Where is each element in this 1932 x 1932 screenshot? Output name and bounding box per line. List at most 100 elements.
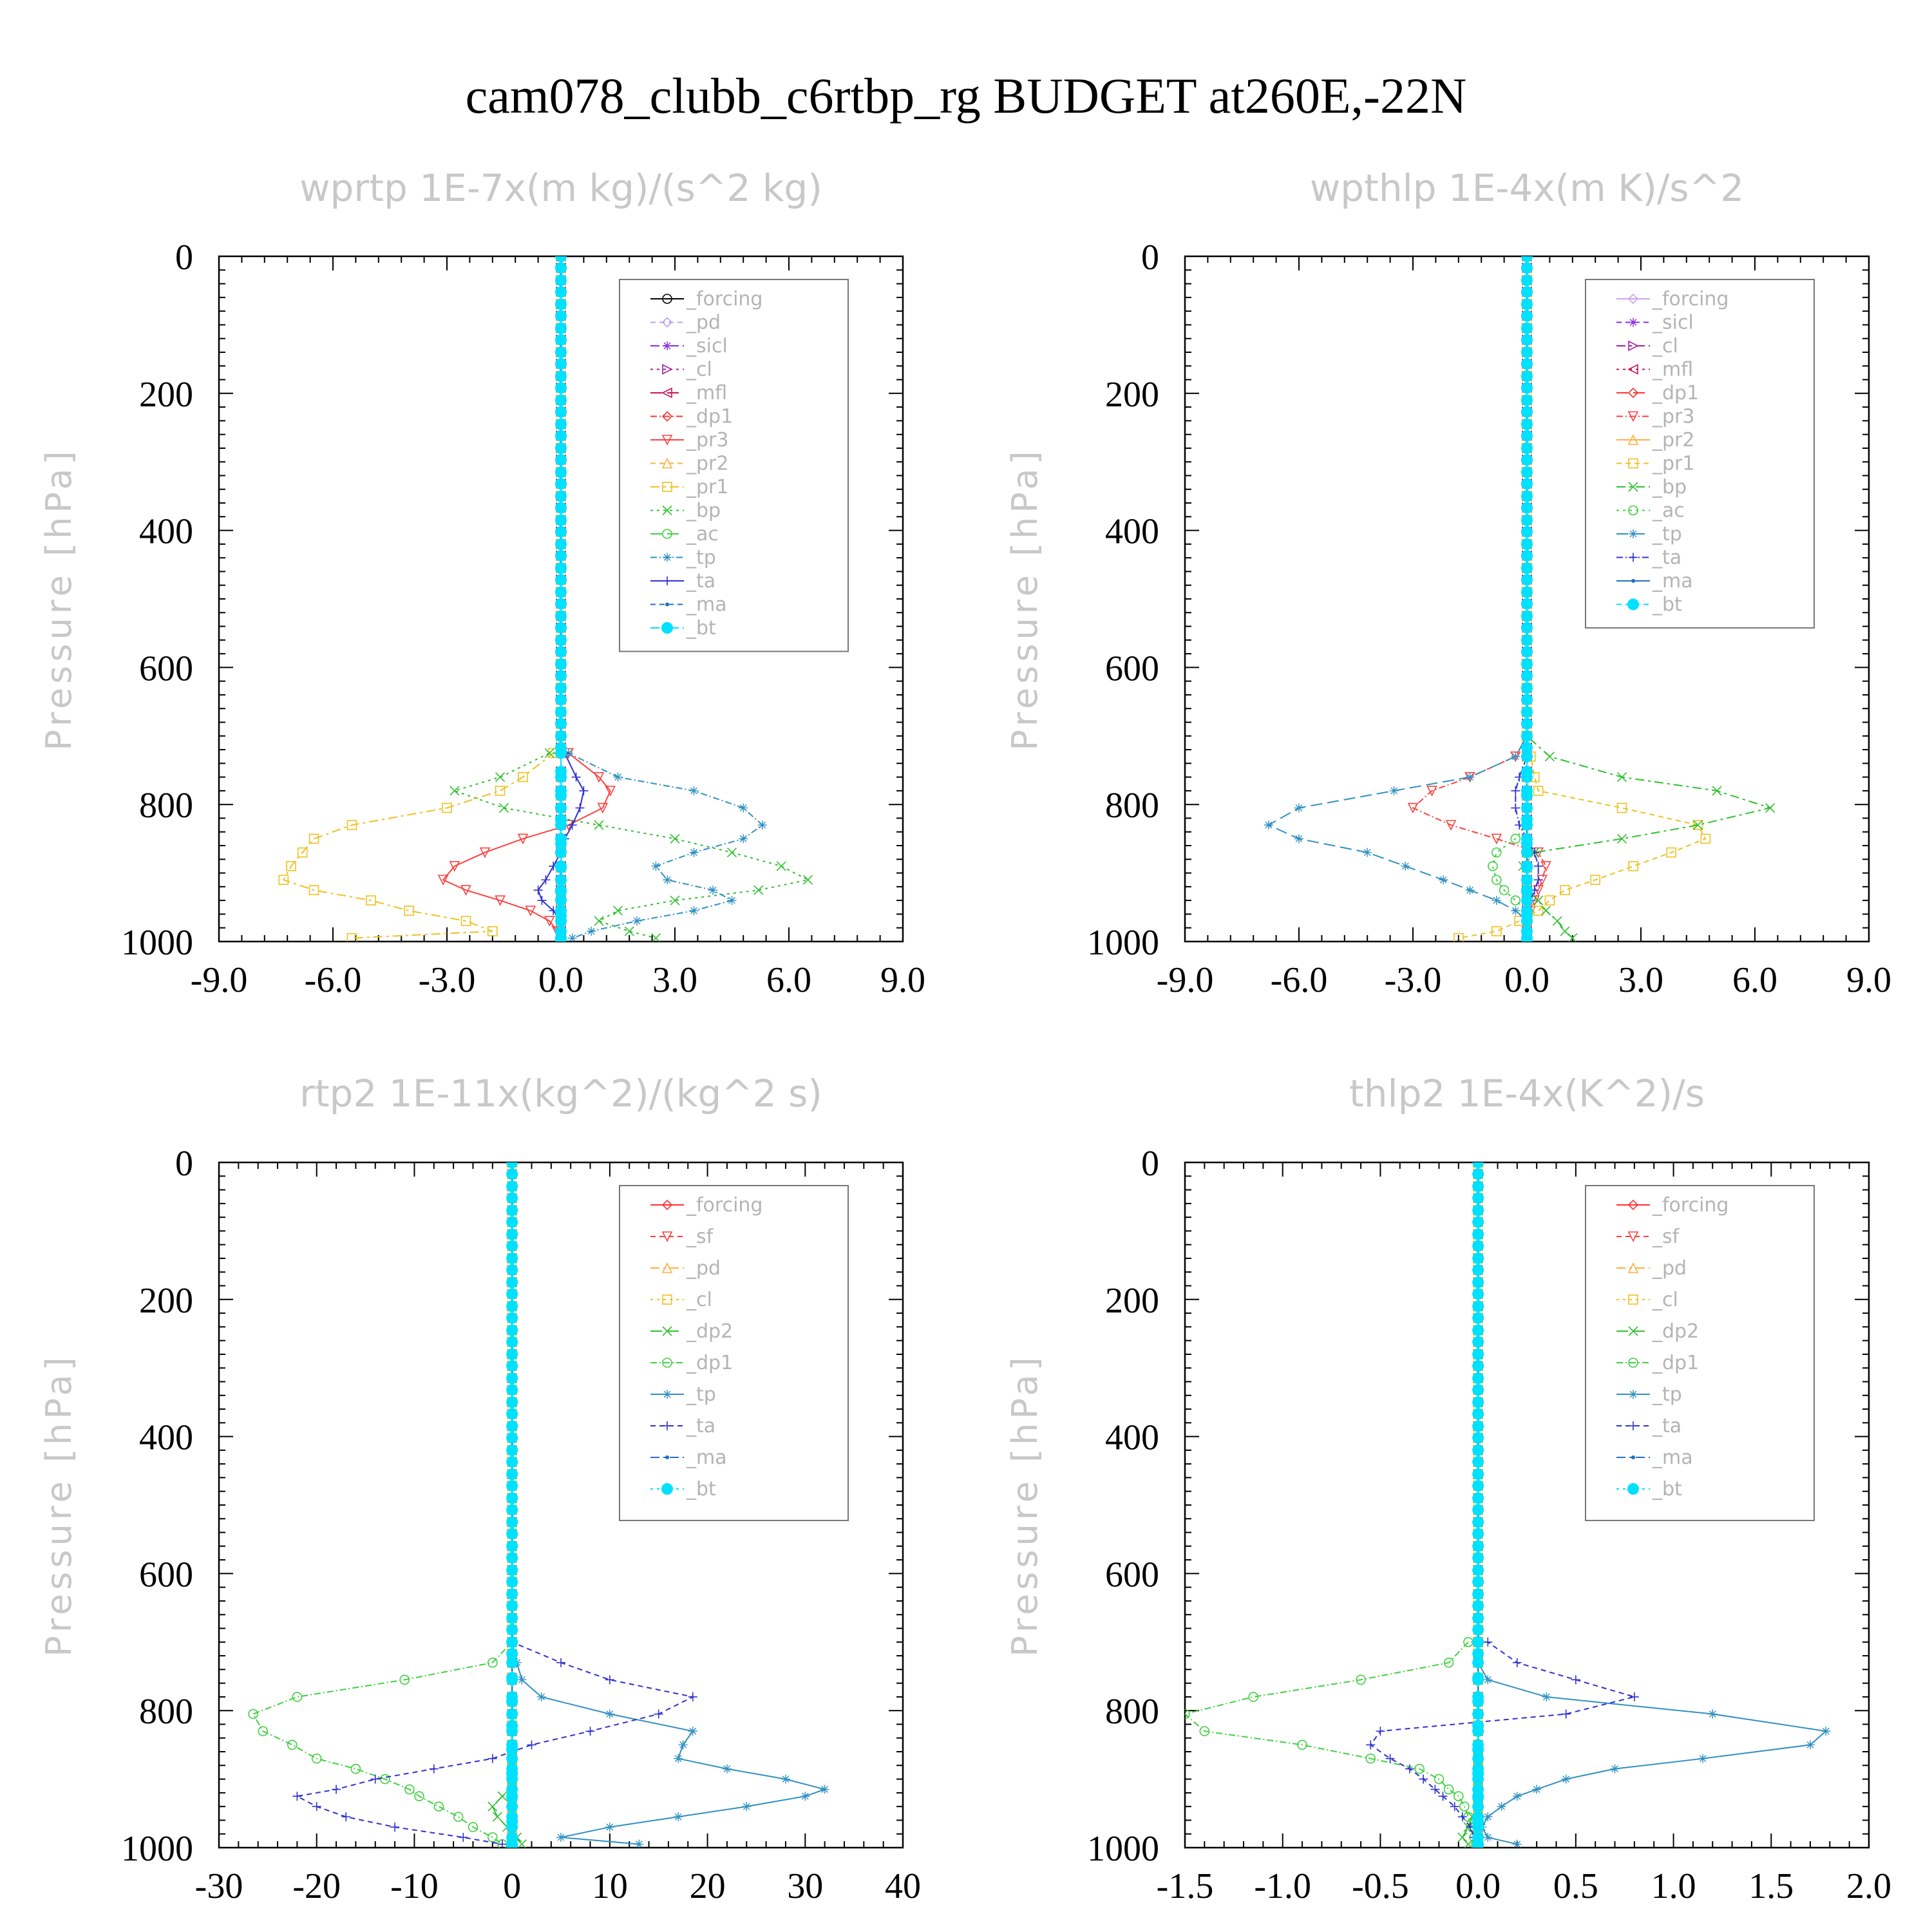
legend: _forcing _sf _pd _cl _dp2 _dp1 _tp _ta _ma _bt: [1585, 1185, 1815, 1521]
data-point: [1511, 752, 1520, 761]
legend-label: _sicl: [1652, 312, 1694, 334]
legend-label: _bp: [686, 500, 721, 522]
data-point: [506, 1420, 518, 1432]
series-line: [442, 256, 611, 939]
y-tick-label: 400: [139, 512, 193, 552]
data-point: [517, 833, 529, 845]
series_bp: [450, 256, 813, 942]
data-point: [1533, 895, 1544, 905]
x-tick-label: -3.0: [419, 960, 476, 1000]
data-point: [1512, 1792, 1522, 1801]
legend-label: _bt: [686, 617, 716, 639]
legend-label: _forcing: [1652, 1194, 1728, 1217]
legend-item: _ac: [650, 523, 719, 545]
data-point: [555, 670, 567, 682]
data-point: [506, 1624, 518, 1636]
data-point: [506, 1492, 518, 1504]
legend-marker: [1628, 505, 1638, 516]
legend-item: _forcing: [650, 288, 762, 310]
data-point: [555, 886, 567, 898]
data-point: [1590, 875, 1600, 886]
data-point: [1472, 1588, 1484, 1600]
data-point: [776, 861, 786, 871]
data-point: [1521, 430, 1533, 442]
series_ta: [1366, 1162, 1639, 1848]
data-point: [404, 1784, 415, 1795]
data-point: [1472, 1432, 1484, 1444]
legend-marker: [663, 576, 672, 585]
data-point: [708, 886, 717, 895]
data-point: [1472, 1768, 1484, 1780]
data-point: [1821, 1727, 1831, 1736]
data-point: [1521, 645, 1533, 658]
x-tick-label: -6.0: [305, 960, 362, 1000]
data-point: [1540, 861, 1551, 872]
data-point: [634, 1839, 644, 1848]
data-point: [555, 454, 567, 466]
data-point: [820, 1785, 829, 1794]
data-point: [1356, 1674, 1366, 1685]
data-point: [460, 885, 471, 896]
data-point: [506, 1636, 518, 1648]
legend-item: _dp1: [1616, 1352, 1699, 1374]
legend-label: _forcing: [686, 288, 762, 310]
legend-label: _tp: [1652, 523, 1682, 545]
legend-marker: [1629, 317, 1638, 327]
data-point: [506, 1528, 518, 1540]
data-point: [1472, 1360, 1484, 1372]
data-point: [1521, 874, 1533, 886]
data-point: [1472, 1312, 1484, 1324]
data-point: [527, 1740, 536, 1750]
data-point: [555, 502, 567, 514]
series_bt: [1521, 256, 1533, 942]
data-point: [1492, 896, 1501, 905]
data-point: [292, 1692, 303, 1702]
data-point: [555, 717, 567, 730]
data-point: [1459, 1801, 1470, 1812]
legend-marker: [1628, 458, 1638, 469]
series_ta: [292, 1162, 697, 1848]
data-point: [726, 848, 737, 858]
y-tick-label: 600: [1105, 649, 1159, 688]
data-point: [555, 802, 567, 814]
data-point: [506, 1752, 518, 1765]
data-point: [1616, 802, 1627, 813]
series-line: [1185, 1162, 1479, 1844]
series-line: [1492, 256, 1528, 938]
data-point: [612, 905, 623, 916]
data-point: [297, 847, 308, 858]
data-point: [497, 1791, 507, 1801]
data-point: [495, 786, 506, 796]
series-line: [1522, 256, 1773, 939]
panel-3: thlp2 1E-4x(K^2)/s Pressure [hPa] 0 200 400 6…: [1005, 1072, 1891, 1906]
data-point: [366, 895, 376, 905]
data-point: [1419, 1774, 1428, 1784]
y-tick-label: 1000: [121, 923, 193, 963]
panel-title: rtp2 1E-11x(kg^2)/(kg^2 s): [299, 1072, 822, 1115]
data-point: [555, 837, 567, 849]
plot-area: [278, 256, 813, 942]
x-tick-label: 9.0: [880, 960, 925, 1000]
data-point: [1521, 549, 1533, 562]
data-point: [555, 610, 567, 622]
data-point: [429, 1764, 439, 1774]
legend-item: _bt: [1616, 1478, 1682, 1501]
legend-marker: [1628, 482, 1638, 492]
data-point: [1472, 1839, 1484, 1848]
data-point: [506, 1360, 518, 1372]
data-point: [585, 1727, 595, 1736]
data-point: [506, 1719, 518, 1732]
data-point: [1521, 909, 1533, 922]
data-point: [1521, 562, 1533, 574]
legend-marker: [661, 1262, 673, 1273]
legend-label: _ma: [1652, 570, 1693, 592]
y-tick-label: 400: [1105, 512, 1159, 552]
data-point: [1560, 885, 1570, 895]
data-point: [1521, 370, 1533, 383]
legend-item: _ta: [650, 1415, 715, 1437]
y-tick-label: 200: [139, 375, 193, 415]
data-point: [544, 916, 555, 927]
x-tick-label: -9.0: [1157, 960, 1214, 1000]
data-point: [1561, 1774, 1571, 1784]
data-point: [1521, 766, 1533, 778]
